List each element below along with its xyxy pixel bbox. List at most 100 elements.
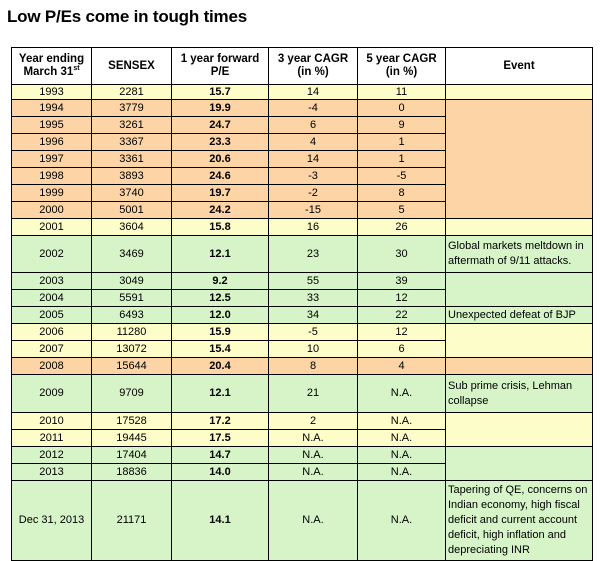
cell-sensex: 5591 [91, 289, 172, 307]
cell-year: Dec 31, 2013 [11, 480, 92, 561]
table-row: 2006 11280 15.9 -5 12 [11, 323, 593, 358]
cell-pe: 15.8 [171, 218, 269, 236]
cell-cagr5: N.A. [357, 480, 446, 561]
cell-sensex: 19445 [91, 429, 172, 447]
cell-cagr5: 11 [357, 84, 446, 100]
table-row: 1998 3893 24.6 -3 -5 [11, 167, 593, 185]
cell-pe: 24.7 [171, 116, 269, 134]
cell-cagr3: -5 [268, 323, 358, 341]
cell-cagr5: N.A. [357, 463, 446, 481]
cell-year: 2005 [11, 306, 92, 324]
cell-year: 1997 [11, 150, 92, 168]
cell-cagr5: 12 [357, 323, 446, 341]
cell-cagr3: N.A. [268, 463, 358, 481]
cell-cagr5: 1 [357, 133, 446, 151]
table-row: 1994 3779 19.9 -4 0 [11, 99, 593, 219]
cell-cagr3: -15 [268, 201, 358, 219]
cell-sensex: 3361 [91, 150, 172, 168]
header-cagr5: 5 year CAGR (in %) [357, 47, 446, 85]
cell-sensex: 18836 [91, 463, 172, 481]
cell-cagr3: 8 [268, 357, 358, 375]
cell-event: Sub prime crisis, Lehman collapse [445, 374, 593, 413]
cell-event [445, 272, 593, 307]
header-pe: 1 year forward P/E [171, 47, 269, 85]
cell-event [445, 412, 593, 447]
cell-cagr3: 2 [268, 412, 358, 430]
cell-cagr5: N.A. [357, 412, 446, 430]
cell-cagr5: 6 [357, 340, 446, 358]
cell-year: 2013 [11, 463, 92, 481]
cell-cagr3: 16 [268, 218, 358, 236]
cell-cagr5: 5 [357, 201, 446, 219]
cell-sensex: 3779 [91, 99, 172, 117]
cell-pe: 12.1 [171, 374, 269, 413]
table-row: 2003 3049 9.2 55 39 [11, 272, 593, 307]
cell-cagr3: -2 [268, 184, 358, 202]
cell-pe: 14.7 [171, 446, 269, 464]
cell-cagr3: N.A. [268, 429, 358, 447]
cell-pe: 20.4 [171, 357, 269, 375]
cell-year: 1994 [11, 99, 92, 117]
pe-table: Year ending March 31st SENSEX 1 year forw… [11, 47, 593, 561]
table-row: Dec 31, 2013 21171 14.1 N.A. N.A. Taperi… [11, 480, 593, 561]
cell-sensex: 13072 [91, 340, 172, 358]
cell-pe: 15.7 [171, 84, 269, 100]
cell-pe: 23.3 [171, 133, 269, 151]
cell-sensex: 3740 [91, 184, 172, 202]
cell-cagr5: 4 [357, 357, 446, 375]
cell-pe: 9.2 [171, 272, 269, 290]
page-title: Low P/Es come in tough times [7, 7, 247, 26]
cell-pe: 17.5 [171, 429, 269, 447]
cell-cagr3: 23 [268, 235, 358, 273]
cell-sensex: 5001 [91, 201, 172, 219]
cell-sensex: 3367 [91, 133, 172, 151]
cell-year: 2001 [11, 218, 92, 236]
cell-event [445, 84, 593, 100]
cell-sensex: 3604 [91, 218, 172, 236]
cell-pe: 19.9 [171, 99, 269, 117]
cell-year: 1995 [11, 116, 92, 134]
table-row: 1993 2281 15.7 14 11 [11, 84, 593, 100]
cell-year: 1999 [11, 184, 92, 202]
cell-sensex: 3049 [91, 272, 172, 290]
cell-pe: 17.2 [171, 412, 269, 430]
cell-year: 2006 [11, 323, 92, 341]
cell-year: 2008 [11, 357, 92, 375]
table-row: 2008 15644 20.4 8 4 [11, 357, 593, 375]
cell-year: 2007 [11, 340, 92, 358]
cell-event [445, 446, 593, 481]
table-row: 1995 3261 24.7 6 9 [11, 116, 593, 134]
cell-cagr3: 14 [268, 84, 358, 100]
cell-pe: 14.1 [171, 480, 269, 561]
cell-cagr5: 9 [357, 116, 446, 134]
cell-cagr3: 34 [268, 306, 358, 324]
cell-cagr5: 26 [357, 218, 446, 236]
cell-sensex: 15644 [91, 357, 172, 375]
cell-pe: 12.1 [171, 235, 269, 273]
table-row: 2001 3604 15.8 16 26 [11, 218, 593, 236]
cell-cagr3: -3 [268, 167, 358, 185]
cell-pe: 15.9 [171, 323, 269, 341]
cell-event [445, 323, 593, 358]
cell-event: Global markets meltdown in aftermath of … [445, 235, 593, 273]
header-year: Year ending March 31st [11, 47, 92, 85]
cell-sensex: 2281 [91, 84, 172, 100]
cell-pe: 14.0 [171, 463, 269, 481]
cell-year: 2000 [11, 201, 92, 219]
cell-sensex: 21171 [91, 480, 172, 561]
cell-cagr5: 1 [357, 150, 446, 168]
table-row: 2010 17528 17.2 2 N.A. [11, 412, 593, 447]
table-row: 2012 17404 14.7 N.A. N.A. [11, 446, 593, 481]
cell-sensex: 11280 [91, 323, 172, 341]
cell-sensex: 3893 [91, 167, 172, 185]
cell-cagr3: 55 [268, 272, 358, 290]
cell-pe: 20.6 [171, 150, 269, 168]
cell-cagr5: -5 [357, 167, 446, 185]
cell-cagr5: 39 [357, 272, 446, 290]
table-row: 2005 6493 12.0 34 22 Unexpected defeat o… [11, 306, 593, 324]
cell-year: 2003 [11, 272, 92, 290]
cell-year: 2010 [11, 412, 92, 430]
table-row: 2002 3469 12.1 23 30 Global markets melt… [11, 235, 593, 273]
cell-cagr3: 6 [268, 116, 358, 134]
cell-event: Unexpected defeat of BJP [445, 306, 593, 324]
